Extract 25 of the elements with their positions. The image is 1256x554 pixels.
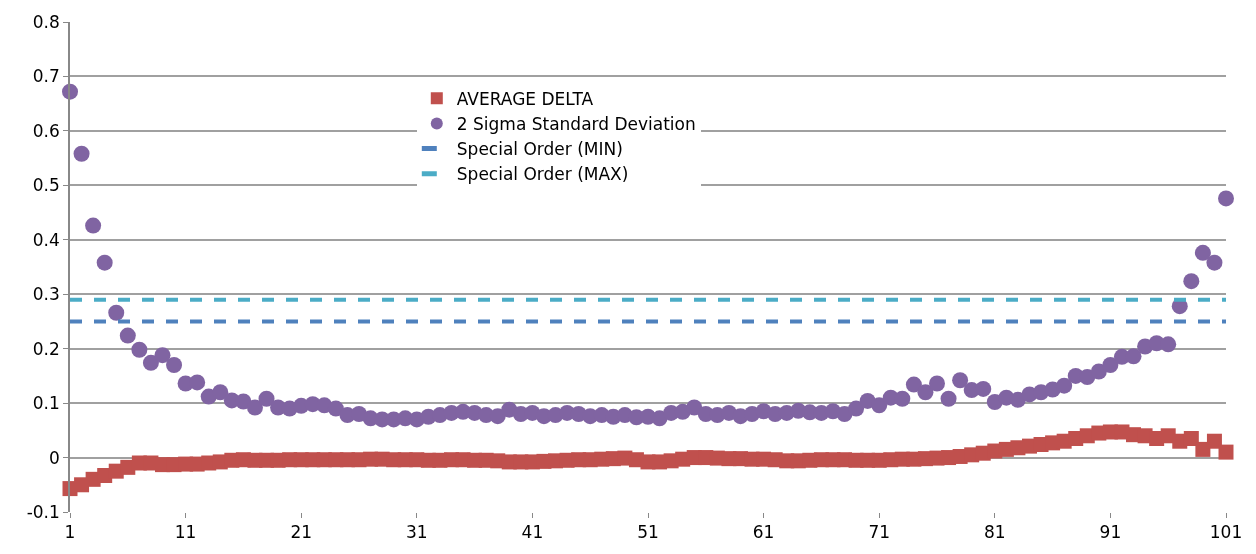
- y-tick-label: 0: [49, 447, 60, 468]
- x-tick-label: 21: [290, 522, 313, 543]
- x-tick-label: 71: [868, 522, 891, 543]
- y-tick-label: 0.3: [32, 284, 60, 305]
- x-tick-label: 1: [64, 522, 76, 543]
- x-tick-label: 81: [983, 522, 1006, 543]
- x-tick-label: 91: [1099, 522, 1122, 543]
- y-tick-label: 0.2: [32, 338, 60, 359]
- y-tick-label: 0.5: [32, 175, 60, 196]
- y-tick-label: -0.1: [26, 501, 60, 522]
- legend-label: Special Order (MAX): [456, 164, 629, 185]
- y-tick-label: 0.8: [32, 11, 60, 32]
- x-tick-label: 41: [521, 522, 544, 543]
- x-tick-label: 31: [405, 522, 428, 543]
- x-tick-label: 11: [174, 522, 197, 543]
- x-tick-label: 61: [752, 522, 775, 543]
- y-tick-label: 0.4: [32, 229, 60, 250]
- y-tick-label: 0.1: [32, 393, 60, 414]
- legend-label: Special Order (MIN): [456, 139, 623, 160]
- y-tick-label: 0.7: [32, 66, 60, 87]
- y-tick-label: 0.6: [32, 120, 60, 141]
- legend-label: AVERAGE DELTA: [456, 88, 594, 109]
- x-tick-label: 51: [637, 522, 659, 543]
- x-tick-label: 101: [1209, 522, 1243, 543]
- legend-label: 2 Sigma Standard Deviation: [456, 114, 696, 135]
